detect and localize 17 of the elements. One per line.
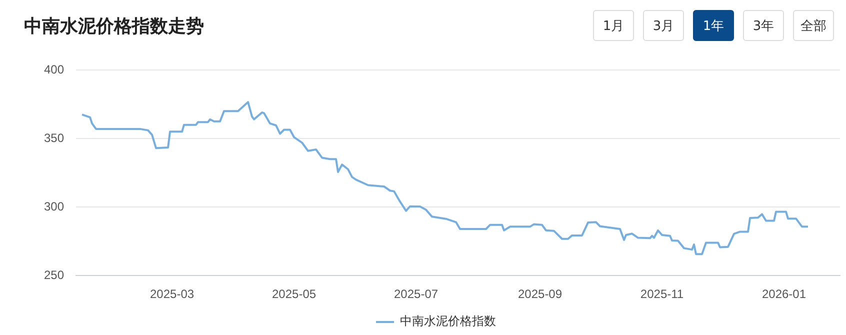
chart-title: 中南水泥价格指数走势 — [24, 15, 204, 38]
y-tick-label: 400 — [44, 62, 64, 76]
range-button[interactable]: 1月 — [593, 10, 634, 41]
y-tick-label: 250 — [44, 268, 64, 282]
legend-label: 中南水泥价格指数 — [400, 314, 496, 328]
range-button[interactable]: 3月 — [643, 10, 684, 41]
range-button[interactable]: 1年 — [693, 10, 734, 41]
range-button[interactable]: 全部 — [793, 10, 834, 41]
x-tick-label: 2025-05 — [272, 287, 316, 302]
x-tick-label: 2025-11 — [640, 287, 684, 302]
x-tick-label: 2025-09 — [518, 287, 562, 302]
y-tick-label: 350 — [44, 130, 64, 145]
x-tick-label: 2025-03 — [150, 287, 194, 302]
x-tick-label: 2026-01 — [762, 287, 806, 302]
x-tick-label: 2025-07 — [394, 287, 438, 302]
y-tick-label: 300 — [44, 199, 64, 214]
range-button[interactable]: 3年 — [743, 10, 784, 41]
